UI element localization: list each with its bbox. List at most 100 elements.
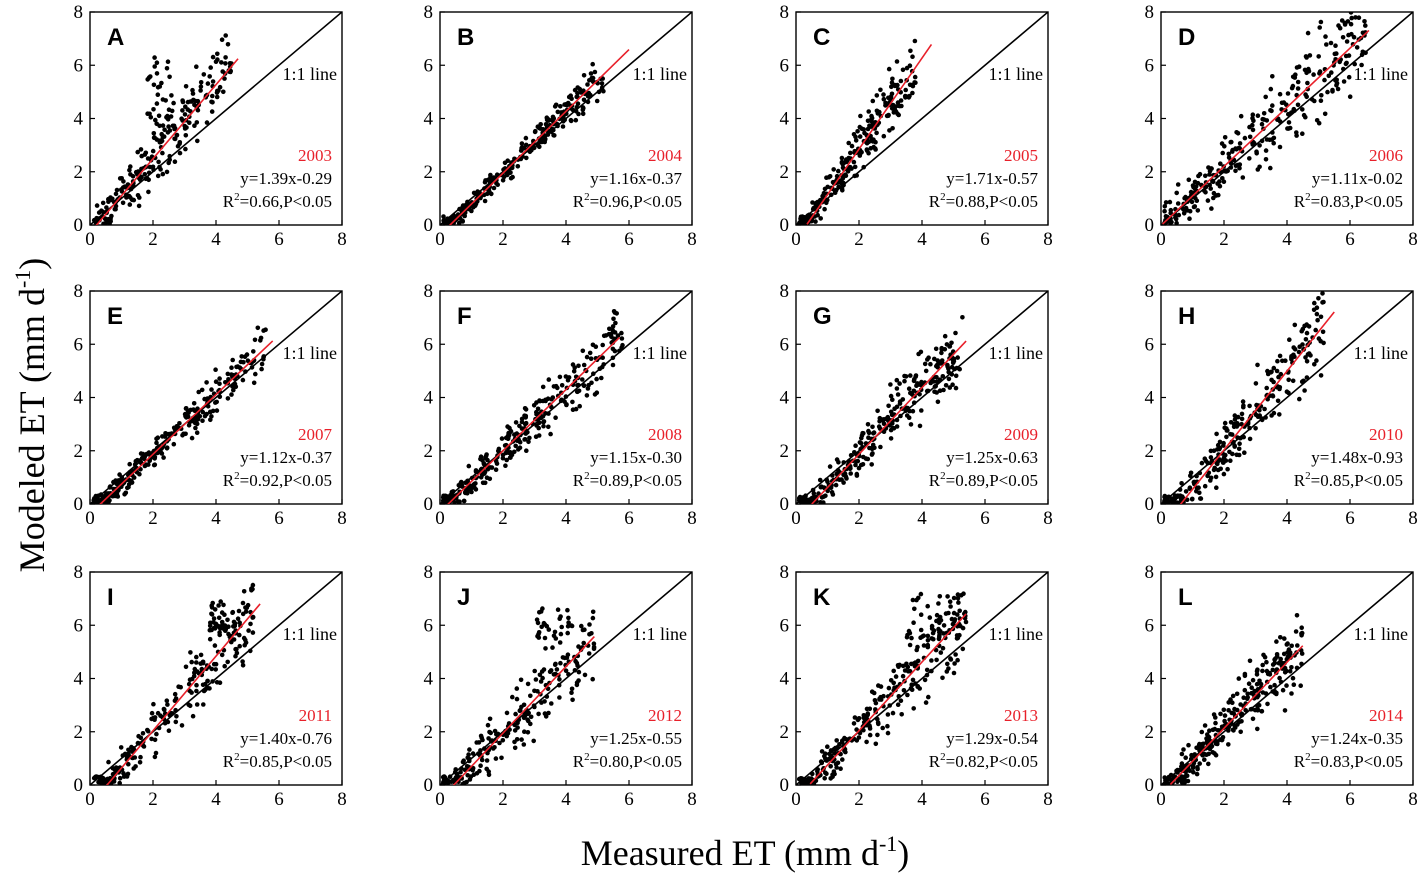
data-point xyxy=(877,696,882,702)
data-point xyxy=(1257,143,1262,148)
data-point xyxy=(1277,675,1282,681)
data-point xyxy=(902,373,907,379)
data-point xyxy=(916,351,921,357)
data-point xyxy=(1203,173,1208,179)
data-point xyxy=(1168,221,1173,225)
data-point xyxy=(518,677,524,683)
data-point xyxy=(554,667,560,672)
data-point xyxy=(1215,442,1221,448)
data-point xyxy=(1277,353,1283,359)
data-point xyxy=(539,700,544,705)
one-to-one-label: 1:1 line xyxy=(989,343,1044,363)
data-point xyxy=(513,711,518,717)
data-point xyxy=(204,120,210,125)
data-point xyxy=(934,612,940,618)
panel-letter: E xyxy=(107,303,123,330)
data-point xyxy=(1302,388,1307,393)
data-point xyxy=(920,634,925,639)
data-point xyxy=(822,206,827,212)
data-point xyxy=(200,418,205,424)
data-point xyxy=(854,473,860,478)
data-point xyxy=(1240,175,1246,180)
data-point xyxy=(829,192,834,198)
data-point xyxy=(576,383,581,388)
data-point xyxy=(907,642,913,648)
data-point xyxy=(891,680,896,686)
x-tick-label: 2 xyxy=(854,508,864,529)
data-point xyxy=(853,138,859,143)
data-point xyxy=(131,183,136,189)
data-point xyxy=(886,685,892,691)
data-point xyxy=(1166,494,1171,500)
x-tick-label: 6 xyxy=(274,508,284,529)
y-tick-label: 4 xyxy=(74,388,84,409)
data-point xyxy=(911,400,917,406)
data-point xyxy=(590,61,595,67)
y-tick-label: 8 xyxy=(424,2,434,23)
data-point xyxy=(473,487,479,492)
data-point xyxy=(1211,190,1217,196)
data-point xyxy=(1214,741,1220,746)
data-point xyxy=(955,657,960,663)
data-point xyxy=(1237,162,1243,167)
data-point xyxy=(483,455,488,461)
data-point xyxy=(251,380,257,386)
regression-equation: y=1.71x-0.57 xyxy=(946,169,1038,188)
y-tick-label: 8 xyxy=(1145,281,1155,302)
data-point xyxy=(875,408,880,414)
data-point xyxy=(210,679,215,684)
data-point xyxy=(535,620,541,626)
data-point xyxy=(1254,672,1260,677)
data-point xyxy=(183,146,188,152)
data-point xyxy=(1220,150,1225,156)
one-to-one-label: 1:1 line xyxy=(283,343,338,363)
data-point xyxy=(1190,183,1196,188)
data-point xyxy=(1213,474,1219,480)
data-point xyxy=(240,611,246,617)
data-point xyxy=(115,488,121,494)
data-point xyxy=(514,686,520,691)
data-point xyxy=(480,480,486,486)
data-point xyxy=(1174,220,1179,225)
data-point xyxy=(450,489,456,494)
data-point xyxy=(1278,371,1284,377)
data-point xyxy=(1250,116,1255,121)
data-point xyxy=(1299,379,1305,385)
data-point xyxy=(473,481,478,486)
data-point xyxy=(489,465,495,470)
data-point xyxy=(1180,781,1186,785)
data-point xyxy=(1205,460,1211,466)
data-point xyxy=(869,137,875,142)
data-point xyxy=(143,176,149,182)
data-point xyxy=(528,693,533,699)
data-point xyxy=(919,408,924,413)
data-point xyxy=(1294,613,1300,618)
data-point xyxy=(1278,635,1283,640)
data-point xyxy=(1247,124,1252,130)
data-point xyxy=(831,167,836,172)
data-point xyxy=(1183,489,1189,494)
data-point xyxy=(1163,778,1168,783)
data-point xyxy=(1318,373,1324,378)
data-point xyxy=(617,348,622,354)
data-point xyxy=(1278,656,1283,662)
data-point xyxy=(197,414,203,419)
data-point xyxy=(818,216,823,221)
data-point xyxy=(586,92,591,97)
data-point xyxy=(840,757,845,762)
data-point xyxy=(817,477,823,483)
y-tick-label: 0 xyxy=(424,775,434,796)
data-point xyxy=(1254,668,1260,674)
data-point xyxy=(484,758,490,763)
data-point xyxy=(522,729,527,734)
data-point xyxy=(1195,208,1201,213)
data-point xyxy=(453,775,459,780)
data-point xyxy=(159,451,165,456)
data-point xyxy=(154,101,160,106)
data-point xyxy=(152,64,157,69)
data-point xyxy=(485,466,491,472)
data-point xyxy=(465,773,471,778)
data-point xyxy=(1228,165,1234,170)
data-point xyxy=(194,682,199,688)
data-point xyxy=(123,490,129,496)
